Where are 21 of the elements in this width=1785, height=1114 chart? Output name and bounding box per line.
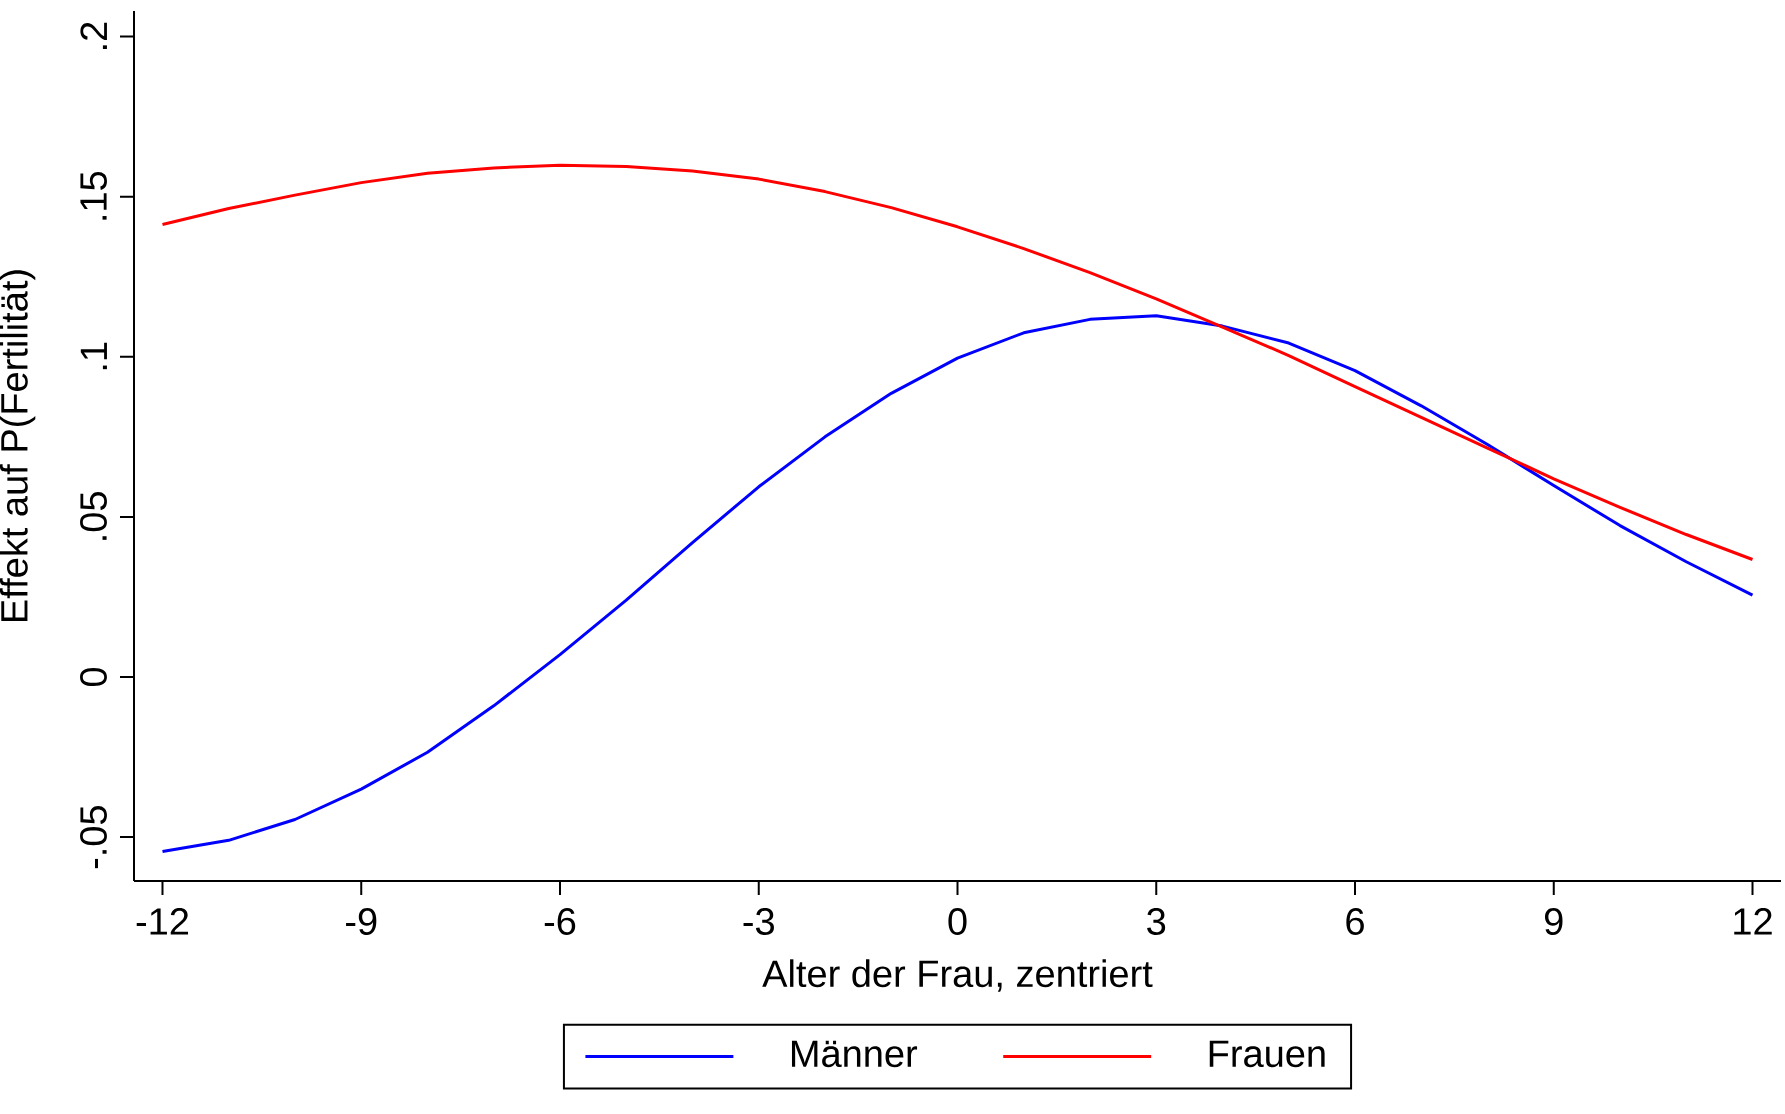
y-tick-label: 0	[80, 667, 107, 687]
line-series	[160, 314, 1755, 854]
x-tick-label: 0	[948, 908, 967, 935]
y-tick-label: .15	[80, 171, 107, 220]
y-tick-label: .2	[80, 22, 107, 49]
x-tick-label: 12	[1734, 908, 1772, 935]
x-tick-label: -6	[544, 908, 576, 935]
x-axis-title: Alter der Frau, zentriert	[762, 959, 1153, 992]
y-tick-label: .05	[80, 492, 107, 540]
x-tick-label: 6	[1346, 908, 1364, 935]
legend-label: Männer	[791, 1040, 918, 1068]
y-axis-title: Effekt auf P(Fertilität)	[0, 270, 36, 621]
legend-label: Frauen	[1209, 1040, 1325, 1068]
x-tick-label: -9	[346, 908, 377, 935]
x-tick-label: 3	[1147, 908, 1166, 935]
x-tick-label: -12	[136, 908, 189, 935]
y-tick-label: .1	[80, 342, 107, 370]
x-tick-label: -3	[743, 908, 774, 935]
line-series	[160, 163, 1755, 561]
x-tick-label: 9	[1544, 908, 1563, 935]
y-tick-label: -.05	[80, 805, 107, 869]
